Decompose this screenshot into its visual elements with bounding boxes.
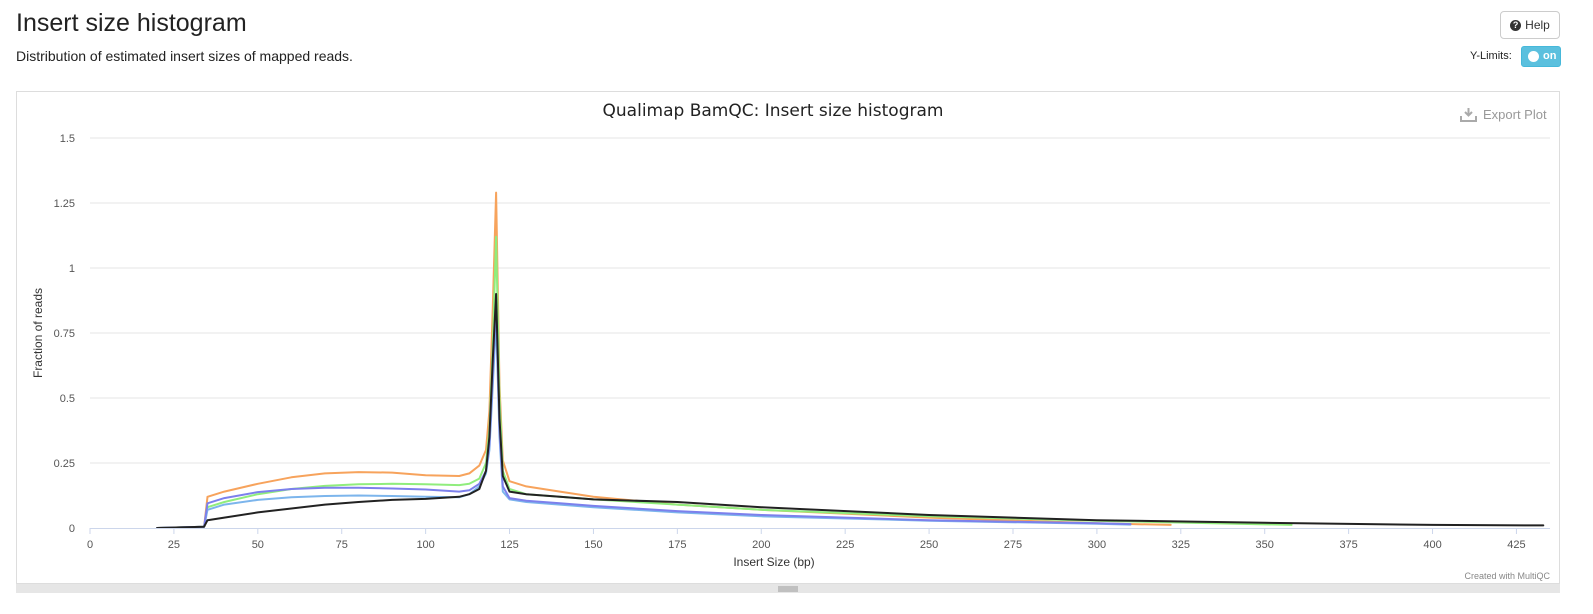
x-tick-label: 50 bbox=[252, 539, 264, 551]
x-tick-label: 375 bbox=[1339, 539, 1357, 551]
y-tick-label: 0 bbox=[69, 523, 75, 535]
y-tick-label: 0.25 bbox=[54, 458, 75, 470]
x-tick-label: 200 bbox=[752, 539, 770, 551]
x-tick-label: 425 bbox=[1507, 539, 1525, 551]
created-with-credit: Created with MultiQC bbox=[1464, 571, 1550, 581]
y-tick-label: 0.75 bbox=[54, 328, 75, 340]
series-line[interactable] bbox=[157, 294, 1543, 528]
x-tick-label: 275 bbox=[1004, 539, 1022, 551]
x-tick-label: 0 bbox=[87, 539, 93, 551]
axes: 0 0.25 0.5 0.75 1 1.25 1.5 0 25 50 75 100 125 150 175 2… bbox=[54, 133, 1550, 551]
y-axis-label: Fraction of reads bbox=[31, 288, 45, 378]
grid-lines bbox=[90, 138, 1550, 463]
y-tick-label: 1 bbox=[69, 263, 75, 275]
page-description: Distribution of estimated insert sizes o… bbox=[16, 48, 353, 64]
x-tick-label: 100 bbox=[416, 539, 434, 551]
x-tick-label: 325 bbox=[1172, 539, 1190, 551]
grip-icon bbox=[778, 586, 798, 592]
download-icon bbox=[1460, 107, 1477, 122]
x-tick-label: 350 bbox=[1256, 539, 1274, 551]
export-plot-label: Export Plot bbox=[1483, 107, 1547, 122]
series-lines bbox=[157, 193, 1543, 528]
x-tick-label: 25 bbox=[168, 539, 180, 551]
x-tick-label: 300 bbox=[1088, 539, 1106, 551]
series-line[interactable] bbox=[157, 193, 1171, 528]
toggle-knob bbox=[1528, 51, 1539, 62]
x-axis-label: Insert Size (bp) bbox=[733, 555, 814, 569]
y-tick-label: 1.5 bbox=[60, 133, 75, 145]
toggle-state: on bbox=[1543, 50, 1556, 62]
plot-panel: 0 0.25 0.5 0.75 1 1.25 1.5 0 25 50 75 100 125 150 175 2… bbox=[16, 91, 1560, 591]
x-tick-label: 125 bbox=[500, 539, 518, 551]
chart-title: Qualimap BamQC: Insert size histogram bbox=[603, 101, 944, 121]
x-tick-label: 400 bbox=[1423, 539, 1441, 551]
chart-svg: 0 0.25 0.5 0.75 1 1.25 1.5 0 25 50 75 100 125 150 175 2… bbox=[17, 92, 1559, 590]
ylimits-toggle[interactable]: on bbox=[1521, 46, 1561, 67]
x-tick-label: 75 bbox=[336, 539, 348, 551]
help-button[interactable]: ? Help bbox=[1500, 11, 1560, 39]
page-title: Insert size histogram bbox=[16, 9, 247, 38]
x-tick-label: 150 bbox=[584, 539, 602, 551]
series-line[interactable] bbox=[157, 304, 1130, 528]
y-tick-label: 1.25 bbox=[54, 198, 75, 210]
ylimits-label: Y-Limits: bbox=[1470, 50, 1512, 62]
series-line[interactable] bbox=[157, 320, 1130, 528]
series-line[interactable] bbox=[157, 237, 1292, 528]
x-tick-label: 175 bbox=[668, 539, 686, 551]
export-plot-button[interactable]: Export Plot bbox=[1460, 105, 1547, 123]
help-label: Help bbox=[1525, 18, 1550, 32]
question-circle-icon: ? bbox=[1510, 20, 1521, 31]
plot-resize-handle[interactable] bbox=[16, 583, 1560, 593]
x-tick-label: 225 bbox=[836, 539, 854, 551]
y-tick-label: 0.5 bbox=[60, 393, 75, 405]
x-tick-label: 250 bbox=[920, 539, 938, 551]
